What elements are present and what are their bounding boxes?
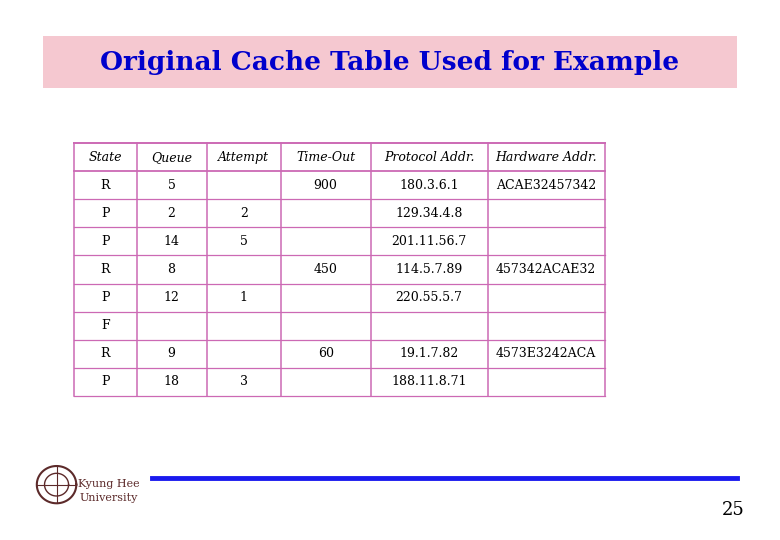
Text: 201.11.56.7: 201.11.56.7 [392,235,466,248]
Text: 60: 60 [317,347,334,360]
Text: 1: 1 [239,291,248,304]
Text: 129.34.4.8: 129.34.4.8 [395,207,463,220]
Text: R: R [101,347,110,360]
Text: R: R [101,263,110,276]
Text: 19.1.7.82: 19.1.7.82 [399,347,459,360]
Text: P: P [101,291,109,304]
Text: P: P [101,235,109,248]
Text: F: F [101,319,110,332]
FancyBboxPatch shape [43,36,737,87]
Text: 450: 450 [314,263,338,276]
Text: 114.5.7.89: 114.5.7.89 [395,263,463,276]
Text: P: P [101,207,109,220]
Text: State: State [89,151,122,164]
Text: Queue: Queue [151,151,192,164]
Text: 900: 900 [314,179,338,192]
Text: 9: 9 [168,347,176,360]
Text: 12: 12 [164,291,179,304]
Text: 2: 2 [168,207,176,220]
Text: 8: 8 [168,263,176,276]
Text: Protocol Addr.: Protocol Addr. [384,151,474,164]
Text: 2: 2 [239,207,248,220]
Text: ACAE32457342: ACAE32457342 [496,179,596,192]
Text: 3: 3 [239,375,248,388]
Text: 25: 25 [722,501,745,519]
Text: 180.3.6.1: 180.3.6.1 [399,179,459,192]
Text: 18: 18 [164,375,179,388]
Text: Hardware Addr.: Hardware Addr. [495,151,597,164]
Text: 188.11.8.71: 188.11.8.71 [392,375,466,388]
Text: Time-Out: Time-Out [296,151,355,164]
Text: 4573E3242ACA: 4573E3242ACA [496,347,596,360]
Text: Attempt: Attempt [218,151,269,164]
Text: P: P [101,375,109,388]
Text: Original Cache Table Used for Example: Original Cache Table Used for Example [101,50,679,75]
Text: Kyung Hee
University: Kyung Hee University [78,480,140,503]
Text: 5: 5 [168,179,176,192]
Text: R: R [101,179,110,192]
Text: 457342ACAE32: 457342ACAE32 [496,263,596,276]
Text: 5: 5 [239,235,248,248]
Text: 14: 14 [164,235,179,248]
Text: 220.55.5.7: 220.55.5.7 [395,291,463,304]
